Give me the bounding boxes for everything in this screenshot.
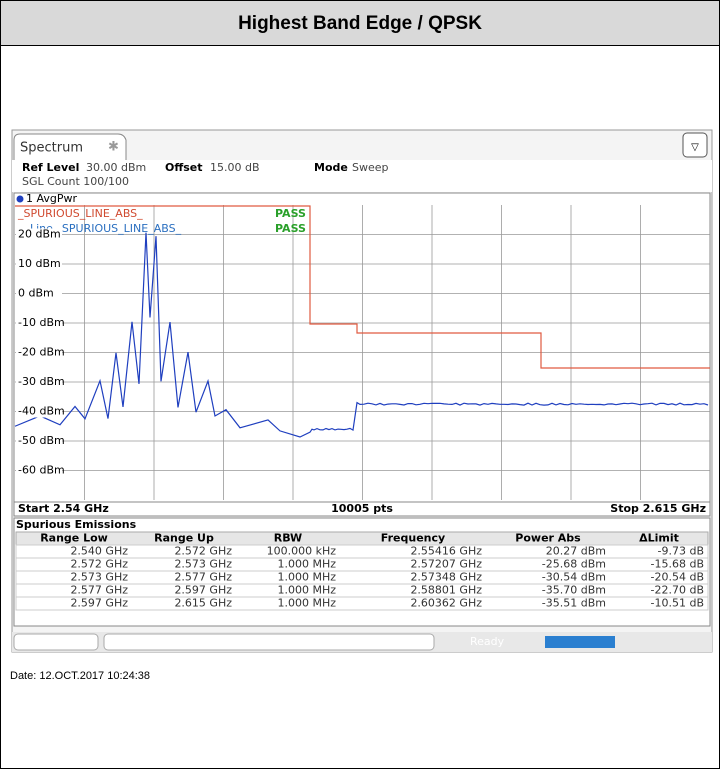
cell: -35.70 dBm — [542, 584, 606, 597]
cell: 1.000 MHz — [277, 558, 336, 571]
y-label: -30 dBm — [18, 375, 65, 388]
cell: -20.54 dB — [651, 571, 705, 584]
cell: 2.572 GHz — [174, 545, 232, 558]
y-label: 20 dBm — [18, 228, 61, 241]
cell: 100.000 kHz — [267, 545, 337, 558]
limit-result: PASS — [275, 222, 306, 235]
y-labels: 20 dBm 10 dBm 0 dBm -10 dBm -20 dBm -30 dBm -4… — [16, 228, 65, 477]
column-header: RBW — [274, 532, 302, 545]
offset: 15.00 dB — [210, 161, 260, 174]
trace-dot — [17, 196, 24, 203]
status: Ready — [470, 635, 505, 648]
progress-bar — [545, 636, 615, 648]
cell: 2.573 GHz — [70, 571, 128, 584]
start: Start 2.54 GHz — [18, 502, 109, 515]
points: 10005 pts — [331, 502, 393, 515]
cell: -25.68 dBm — [542, 558, 606, 571]
trace-label: 1 AvgPwr — [26, 192, 77, 205]
cell: 2.615 GHz — [174, 597, 232, 610]
plot-area — [14, 193, 710, 503]
table-title: Spurious Emissions — [16, 518, 137, 531]
cell: 2.572 GHz — [70, 558, 128, 571]
stop: Stop 2.615 GHz — [610, 502, 706, 515]
cell: 2.57348 GHz — [410, 571, 482, 584]
menu-icon: ▽ — [691, 142, 699, 153]
cell: -22.70 dB — [651, 584, 705, 597]
cell: 2.57207 GHz — [410, 558, 482, 571]
cell: 1.000 MHz — [277, 597, 336, 610]
y-label: 0 dBm — [18, 287, 54, 300]
cell: 2.577 GHz — [70, 584, 128, 597]
offset-label: Offset — [165, 161, 203, 174]
cell: -30.54 dBm — [542, 571, 606, 584]
mode: Sweep — [352, 161, 389, 174]
column-header: ΔLimit — [639, 532, 679, 545]
mode-label: Mode — [314, 161, 348, 174]
column-header: Range Low — [40, 532, 108, 545]
cell: 2.573 GHz — [174, 558, 232, 571]
page: Highest Band Edge / QPSK Spectrum ✱ ▽ Re… — [0, 0, 720, 769]
column-header: Power Abs — [515, 532, 581, 545]
date: Date: 12.OCT.2017 10:24:38 — [10, 670, 150, 682]
cell: 20.27 dBm — [546, 545, 606, 558]
ref-level-label: Ref Level — [22, 161, 79, 174]
status-field — [14, 634, 98, 650]
cell: -35.51 dBm — [542, 597, 606, 610]
cell: 2.58801 GHz — [410, 584, 482, 597]
pin-icon: ✱ — [108, 140, 119, 155]
cell: 2.60362 GHz — [410, 597, 482, 610]
screenshot: Highest Band Edge / QPSK Spectrum ✱ ▽ Re… — [0, 0, 720, 769]
table: Range Low Range Up RBW Frequency Power Abs ΔL… — [16, 532, 708, 611]
y-label: -50 dBm — [18, 434, 65, 447]
header-row — [16, 532, 708, 545]
status-field — [104, 634, 434, 650]
limit-result: PASS — [275, 207, 306, 220]
y-label: -20 dBm — [18, 346, 65, 359]
limit-name: _SPURIOUS_LINE_ABS_ — [17, 207, 143, 220]
cell: 2.55416 GHz — [410, 545, 482, 558]
cell: 1.000 MHz — [277, 584, 336, 597]
tab-label: Spectrum — [20, 141, 83, 156]
y-label: -60 dBm — [18, 464, 65, 477]
column-header: Frequency — [381, 532, 445, 545]
cell: 2.577 GHz — [174, 571, 232, 584]
cell: 2.597 GHz — [174, 584, 232, 597]
y-label: -40 dBm — [18, 405, 65, 418]
column-header: Range Up — [154, 532, 214, 545]
cell: 2.597 GHz — [70, 597, 128, 610]
cell: 1.000 MHz — [277, 571, 336, 584]
y-label: -10 dBm — [18, 316, 65, 329]
cell: 2.540 GHz — [70, 545, 128, 558]
cell: -15.68 dB — [651, 558, 705, 571]
ref-level: 30.00 dBm — [86, 161, 146, 174]
sgl-count: SGL Count 100/100 — [22, 175, 129, 188]
cell: -9.73 dB — [658, 545, 705, 558]
header-title: Highest Band Edge / QPSK — [238, 13, 482, 34]
y-label: 10 dBm — [18, 257, 61, 270]
cell: -10.51 dB — [651, 597, 705, 610]
